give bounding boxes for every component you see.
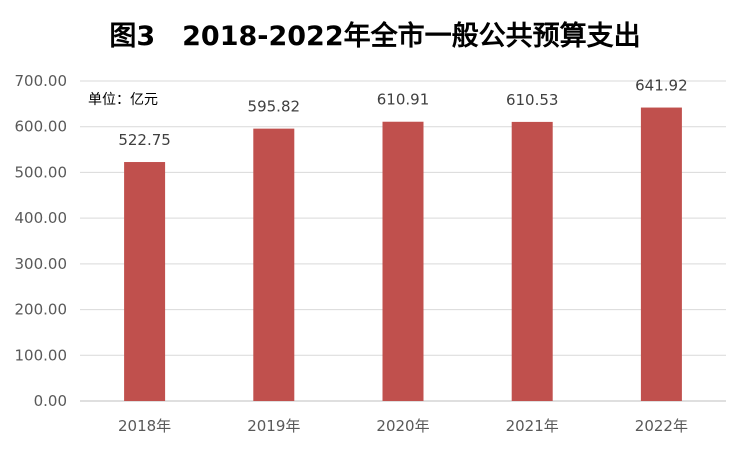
y-tick-label: 200.00 — [15, 301, 68, 319]
y-tick-label: 600.00 — [15, 118, 68, 136]
x-tick-label: 2021年 — [506, 417, 559, 435]
bars — [124, 107, 682, 402]
x-tick-label: 2020年 — [376, 417, 429, 435]
bar-2018年 — [124, 162, 166, 401]
x-axis-ticks: 2018年 2019年 2020年 2021年 2022年 — [118, 417, 688, 435]
data-label: 610.91 — [377, 91, 430, 109]
x-tick-label: 2018年 — [118, 417, 171, 435]
y-tick-label: 400.00 — [15, 209, 68, 227]
data-label: 522.75 — [118, 131, 171, 149]
data-label: 610.53 — [506, 91, 559, 109]
bar-2022年 — [640, 107, 682, 402]
x-tick-label: 2022年 — [635, 417, 688, 435]
y-tick-label: 300.00 — [15, 255, 68, 273]
y-axis-ticks: 0.00 100.00 200.00 300.00 400.00 500.00 600.00… — [15, 72, 68, 410]
y-tick-label: 100.00 — [15, 346, 68, 364]
chart-title: 图3 2018-2022年全市一般公共预算支出 — [109, 20, 640, 52]
data-labels: 522.75 595.82 610.91 610.53 641.92 — [118, 77, 687, 149]
data-label: 641.92 — [635, 77, 688, 95]
unit-note: 单位：亿元 — [88, 92, 158, 108]
y-tick-label: 0.00 — [34, 392, 67, 410]
bar-2021年 — [511, 121, 553, 401]
x-tick-label: 2019年 — [247, 417, 300, 435]
y-tick-label: 700.00 — [15, 72, 68, 90]
data-label: 595.82 — [248, 98, 301, 116]
y-tick-label: 500.00 — [15, 163, 68, 181]
bar-2019年 — [253, 128, 295, 402]
bar-2020年 — [382, 121, 424, 401]
